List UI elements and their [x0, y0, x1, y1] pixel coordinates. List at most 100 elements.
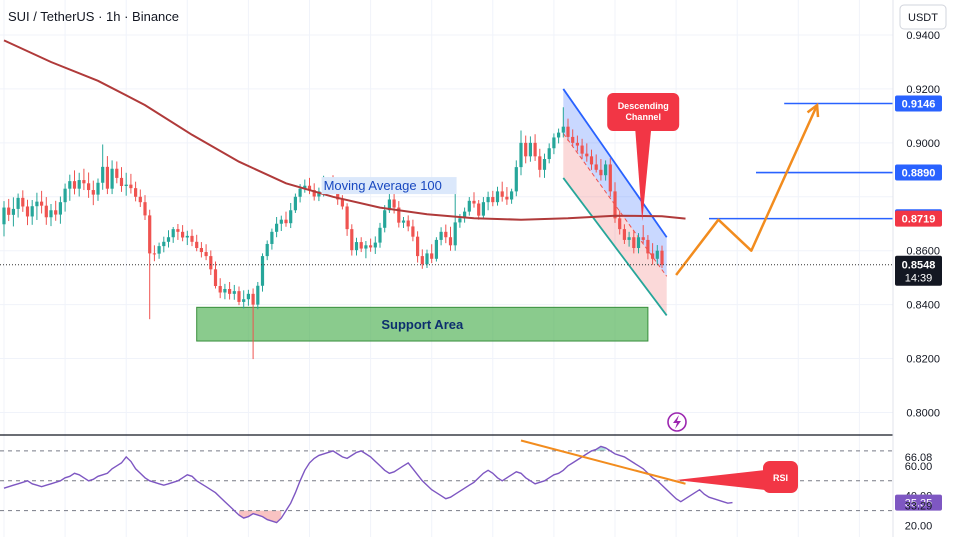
candle: [148, 209, 152, 320]
candle: [646, 235, 650, 260]
candle: [129, 173, 133, 194]
rsi-panel: RSI: [0, 434, 893, 524]
candle-body: [439, 231, 443, 240]
candle: [636, 233, 641, 254]
moving-average-label-bg: [321, 177, 457, 195]
candle-body: [317, 191, 321, 197]
candle: [256, 281, 260, 310]
candle-body: [453, 222, 457, 246]
candle-body: [138, 196, 142, 203]
candle-body: [580, 145, 584, 154]
candle: [35, 192, 39, 220]
candle: [542, 153, 547, 178]
callout-text-line-1: Descending: [618, 101, 669, 111]
candle-body: [68, 181, 72, 189]
candle-body: [279, 219, 283, 224]
rsi-tick-label: 20.00: [905, 521, 933, 533]
rsi-tick-label: 35.35: [905, 498, 933, 510]
candle-body: [632, 237, 636, 249]
candle-body: [82, 180, 86, 184]
candle: [533, 134, 537, 161]
candle-body: [378, 227, 382, 243]
currency-button-label[interactable]: USDT: [908, 12, 938, 24]
rsi-tick-label: 66.08: [905, 452, 933, 464]
flash-icon[interactable]: [667, 412, 687, 432]
rsi-callout-pointer: [676, 470, 765, 490]
price-tag: 0.8719: [895, 210, 942, 227]
candle-body: [119, 177, 124, 186]
candle-body: [383, 210, 387, 228]
currency-button[interactable]: USDT: [899, 4, 947, 30]
candle: [223, 283, 227, 300]
candle: [434, 237, 438, 262]
candle: [655, 245, 659, 265]
candle: [448, 226, 453, 251]
candle: [364, 240, 368, 259]
candle-body: [651, 253, 655, 259]
candle: [16, 193, 20, 218]
candle-body: [458, 218, 462, 223]
candle-body: [561, 126, 565, 133]
candle: [585, 143, 589, 162]
candle: [397, 201, 401, 228]
candle-body: [96, 182, 100, 195]
candle-body: [2, 207, 6, 225]
candle: [608, 158, 612, 197]
candle-body: [448, 237, 453, 246]
price-tick-label: 0.9200: [906, 84, 940, 96]
candle-body: [350, 229, 354, 251]
candle: [627, 231, 631, 247]
candle: [228, 281, 232, 300]
candle: [383, 205, 387, 233]
candle-body: [416, 236, 420, 257]
candle: [660, 245, 664, 268]
candle: [44, 197, 48, 225]
projection-path: [675, 104, 819, 276]
candle: [472, 192, 476, 208]
candle-body: [594, 164, 598, 170]
candle: [232, 284, 236, 300]
candle-body: [467, 200, 471, 212]
candle-body: [7, 207, 11, 215]
candle: [519, 130, 523, 176]
candle-body: [25, 206, 30, 217]
candle-body: [110, 168, 114, 189]
price-tick-label: 0.8000: [906, 407, 940, 419]
candle: [293, 193, 297, 213]
candle: [270, 228, 274, 250]
candle-body: [538, 156, 542, 170]
candle: [439, 227, 443, 246]
rsi-tick: 66.08: [905, 452, 933, 464]
rsi-callout-text: RSI: [773, 473, 788, 483]
grid: [0, 0, 893, 537]
candle: [510, 188, 514, 204]
candle-body: [162, 241, 166, 247]
candle-body: [557, 132, 561, 138]
candle-body: [585, 153, 589, 157]
channel-mid-line: [562, 133, 668, 277]
candle-body: [77, 180, 81, 189]
candle: [195, 234, 199, 252]
candle: [430, 244, 434, 264]
candle: [77, 172, 81, 197]
candle: [199, 242, 203, 258]
candle: [218, 278, 222, 299]
candle-body: [486, 197, 490, 203]
candle: [359, 237, 363, 253]
candle: [528, 136, 532, 162]
candle: [185, 230, 189, 246]
candle-body: [495, 191, 500, 203]
candle: [246, 289, 250, 306]
candle-body: [552, 137, 556, 149]
candle-body: [40, 201, 44, 206]
candle-body: [420, 256, 424, 265]
candle-body: [491, 197, 495, 203]
price-axis[interactable]: 0.9400 0.9200 0.9000 0.8600 0.8400 0.8200 0.80…: [892, 0, 956, 537]
candle: [72, 170, 77, 195]
candle-body: [63, 188, 67, 203]
candle-body: [209, 256, 213, 270]
candle: [552, 133, 556, 155]
candle: [124, 172, 128, 196]
